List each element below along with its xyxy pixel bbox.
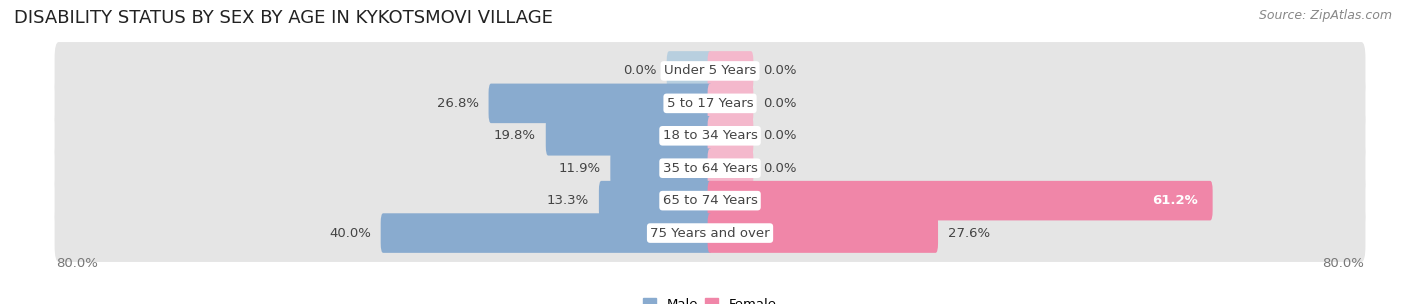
- Text: Source: ZipAtlas.com: Source: ZipAtlas.com: [1258, 9, 1392, 22]
- Text: 0.0%: 0.0%: [763, 64, 797, 78]
- Text: Under 5 Years: Under 5 Years: [664, 64, 756, 78]
- Text: 35 to 64 Years: 35 to 64 Years: [662, 162, 758, 175]
- FancyBboxPatch shape: [55, 107, 1365, 165]
- FancyBboxPatch shape: [55, 204, 1365, 262]
- Text: 75 Years and over: 75 Years and over: [650, 226, 770, 240]
- Text: 80.0%: 80.0%: [1322, 257, 1364, 270]
- FancyBboxPatch shape: [707, 181, 1212, 220]
- FancyBboxPatch shape: [707, 84, 754, 123]
- Text: 19.8%: 19.8%: [494, 129, 536, 142]
- Legend: Male, Female: Male, Female: [638, 293, 782, 304]
- FancyBboxPatch shape: [610, 148, 713, 188]
- FancyBboxPatch shape: [381, 213, 713, 253]
- Text: 18 to 34 Years: 18 to 34 Years: [662, 129, 758, 142]
- Text: 61.2%: 61.2%: [1152, 194, 1198, 207]
- Text: 0.0%: 0.0%: [763, 129, 797, 142]
- FancyBboxPatch shape: [55, 139, 1365, 197]
- FancyBboxPatch shape: [707, 213, 938, 253]
- Text: 80.0%: 80.0%: [56, 257, 98, 270]
- Text: 65 to 74 Years: 65 to 74 Years: [662, 194, 758, 207]
- FancyBboxPatch shape: [55, 74, 1365, 132]
- FancyBboxPatch shape: [55, 42, 1365, 100]
- FancyBboxPatch shape: [599, 181, 713, 220]
- FancyBboxPatch shape: [666, 51, 713, 91]
- FancyBboxPatch shape: [707, 116, 754, 156]
- FancyBboxPatch shape: [546, 116, 713, 156]
- Text: 11.9%: 11.9%: [558, 162, 600, 175]
- FancyBboxPatch shape: [707, 148, 754, 188]
- Text: DISABILITY STATUS BY SEX BY AGE IN KYKOTSMOVI VILLAGE: DISABILITY STATUS BY SEX BY AGE IN KYKOT…: [14, 9, 553, 27]
- Text: 27.6%: 27.6%: [948, 226, 990, 240]
- Text: 40.0%: 40.0%: [329, 226, 371, 240]
- Text: 0.0%: 0.0%: [763, 162, 797, 175]
- Text: 5 to 17 Years: 5 to 17 Years: [666, 97, 754, 110]
- FancyBboxPatch shape: [707, 51, 754, 91]
- FancyBboxPatch shape: [488, 84, 713, 123]
- Text: 26.8%: 26.8%: [437, 97, 479, 110]
- FancyBboxPatch shape: [55, 172, 1365, 230]
- Text: 0.0%: 0.0%: [623, 64, 657, 78]
- Text: 13.3%: 13.3%: [547, 194, 589, 207]
- Text: 0.0%: 0.0%: [763, 97, 797, 110]
